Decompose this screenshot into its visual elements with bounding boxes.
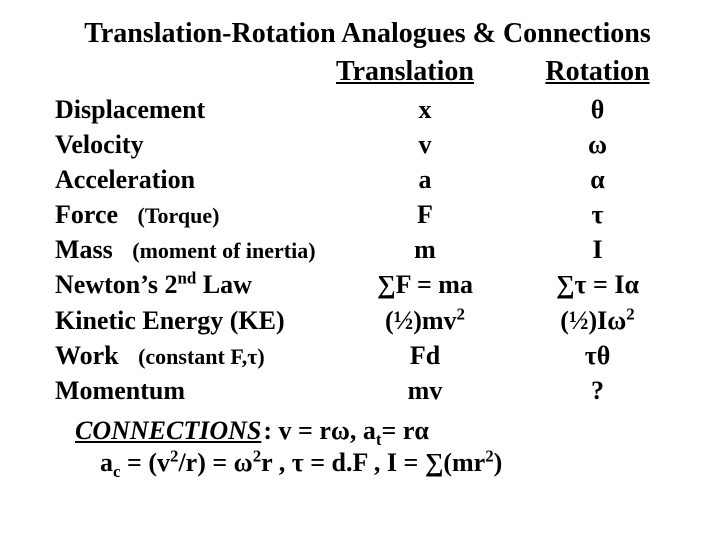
label-ke: Kinetic Energy (KE) [55, 303, 335, 338]
r-momentum: ? [515, 373, 680, 408]
row-ke: Kinetic Energy (KE) (½)mv2 (½)Iω2 [55, 303, 680, 338]
t-ke: (½)mv2 [335, 303, 515, 338]
label-work-paren: (constant F,τ) [125, 341, 265, 370]
t-momentum: mv [335, 373, 515, 408]
t-velocity: v [335, 127, 515, 162]
t-force: F [335, 197, 515, 232]
r-acceleration: α [515, 162, 680, 197]
label-work-main: Work [55, 341, 119, 370]
row-newton: Newton’s 2nd Law ∑F = ma ∑τ = Iα [55, 267, 680, 302]
t-work: Fd [335, 338, 515, 373]
header-spacer [55, 56, 295, 88]
label-momentum: Momentum [55, 373, 335, 408]
r-velocity: ω [515, 127, 680, 162]
row-acceleration: Acceleration a α [55, 162, 680, 197]
label-newton: Newton’s 2nd Law [55, 267, 335, 302]
label-mass-paren: (moment of inertia) [119, 235, 315, 264]
row-work: Work (constant F,τ) Fd τθ [55, 338, 680, 373]
label-force-main: Force [55, 200, 118, 229]
label-displacement: Displacement [55, 92, 335, 127]
label-mass-main: Mass [55, 235, 113, 264]
r-work: τθ [515, 338, 680, 373]
row-velocity: Velocity v ω [55, 127, 680, 162]
header-translation: Translation [295, 56, 515, 88]
t-displacement: x [335, 92, 515, 127]
t-acceleration: a [335, 162, 515, 197]
row-displacement: Displacement x θ [55, 92, 680, 127]
r-ke: (½)Iω2 [515, 303, 680, 338]
connections-line1: CONNECTIONS: v = rω, at= rα [55, 416, 680, 446]
column-headers: Translation Rotation [55, 56, 680, 88]
label-velocity: Velocity [55, 127, 335, 162]
connections-line2: ac = (v2/r) = ω2r , τ = d.F , I = ∑(mr2) [55, 448, 680, 478]
row-momentum: Momentum mv ? [55, 373, 680, 408]
r-mass: I [515, 232, 680, 267]
r-displacement: θ [515, 92, 680, 127]
t-mass: m [335, 232, 515, 267]
t-newton: ∑F = ma [335, 267, 515, 302]
header-rotation: Rotation [515, 56, 680, 88]
label-mass: Mass (moment of inertia) [55, 232, 335, 267]
slide: Translation-Rotation Analogues & Connect… [0, 0, 720, 540]
connections-label: CONNECTIONS [75, 416, 261, 445]
row-mass: Mass (moment of inertia) m I [55, 232, 680, 267]
r-newton: ∑τ = Iα [515, 267, 680, 302]
label-force: Force (Torque) [55, 197, 335, 232]
label-work: Work (constant F,τ) [55, 338, 335, 373]
label-acceleration: Acceleration [55, 162, 335, 197]
label-force-paren: (Torque) [125, 200, 220, 229]
r-force: τ [515, 197, 680, 232]
slide-title: Translation-Rotation Analogues & Connect… [55, 18, 680, 50]
row-force: Force (Torque) F τ [55, 197, 680, 232]
